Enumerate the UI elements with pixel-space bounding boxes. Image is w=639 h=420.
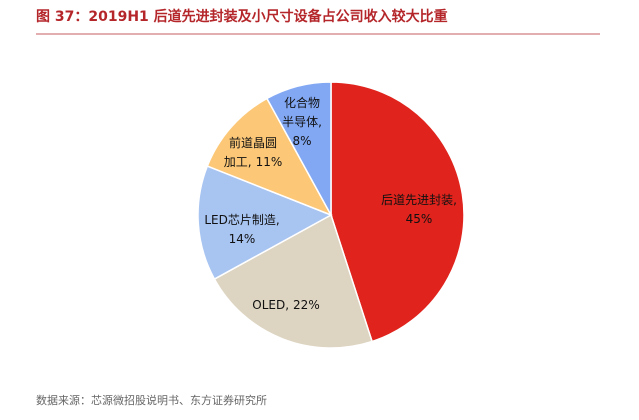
- pie-slice: [330, 81, 465, 343]
- label-name: OLED,: [252, 298, 289, 312]
- label-value: 14%: [229, 232, 256, 246]
- pie-slice: [265, 81, 332, 216]
- pie-slice: [206, 97, 333, 217]
- label-value: 11%: [256, 155, 283, 169]
- chart-title: 图 37：2019H1 后道先进封装及小尺寸设备占公司收入较大比重: [36, 8, 448, 25]
- source-note: 数据来源：芯源微招股说明书、东方证券研究所: [36, 393, 267, 407]
- data-label: LED芯片制造, 14%: [204, 213, 279, 246]
- data-label: 化合物半导体, 8%: [282, 95, 322, 148]
- data-label: OLED, 22%: [252, 298, 319, 312]
- data-label: 前道晶圆加工, 11%: [224, 135, 283, 169]
- label-line: LED芯片制造,: [204, 213, 279, 227]
- label-value: 8%: [292, 134, 311, 148]
- label-line: 前道晶圆: [229, 135, 277, 150]
- label-line: 半导体,: [282, 115, 322, 129]
- label-line: 加工,: [224, 155, 252, 169]
- pie-slice: [197, 165, 333, 281]
- label-line: 后道先进封装,: [381, 193, 457, 207]
- label-name: 化合物半导体,: [282, 95, 322, 129]
- label-value: 45%: [406, 212, 433, 226]
- label-line: OLED,: [252, 298, 289, 312]
- label-name: 后道先进封装,: [381, 193, 457, 207]
- label-name: 前道晶圆加工,: [224, 135, 277, 169]
- pie-slice: [213, 213, 374, 349]
- label-line: 化合物: [284, 95, 320, 110]
- label-value: 22%: [293, 298, 320, 312]
- label-name: LED芯片制造,: [204, 213, 279, 227]
- data-label: 后道先进封装, 45%: [381, 193, 457, 226]
